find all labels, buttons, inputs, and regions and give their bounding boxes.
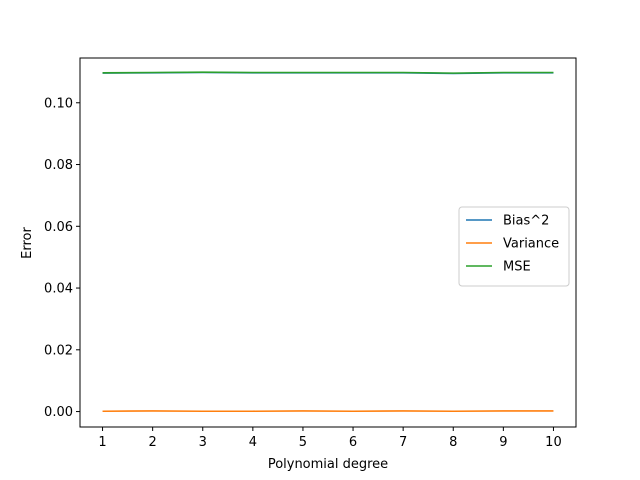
x-tick-label: 3 [199,435,207,450]
x-tick-label: 10 [545,435,562,450]
legend: Bias^2 Variance MSE [458,206,570,287]
x-tick-label: 4 [249,435,257,450]
plot-frame [79,57,577,428]
y-tick-label: 0.00 [44,405,73,420]
x-tick-label: 1 [98,435,106,450]
legend-label-variance: Variance [503,237,559,252]
legend-label-bias-2: Bias^2 [503,214,549,229]
y-axis: 0.00 0.02 0.04 0.06 0.08 0.10 [44,96,80,420]
x-tick-label: 5 [299,435,307,450]
y-tick-label: 0.08 [44,158,73,173]
legend-label-mse: MSE [503,260,531,275]
x-axis-label: Polynomial degree [268,457,388,472]
y-tick-label: 0.04 [44,282,73,297]
series-line-mse [102,71,554,74]
y-tick-label: 0.10 [44,96,73,111]
x-tick-label: 6 [349,435,357,450]
y-tick-label: 0.06 [44,220,73,235]
y-axis-label: Error [20,227,35,259]
x-tick-label: 2 [149,435,157,450]
x-tick-label: 9 [499,435,507,450]
series-layer [102,71,554,413]
x-axis: 1 2 3 4 5 6 7 8 9 10 [98,427,562,450]
y-tick-label: 0.02 [44,343,73,358]
x-tick-label: 7 [399,435,407,450]
x-tick-label: 8 [449,435,457,450]
